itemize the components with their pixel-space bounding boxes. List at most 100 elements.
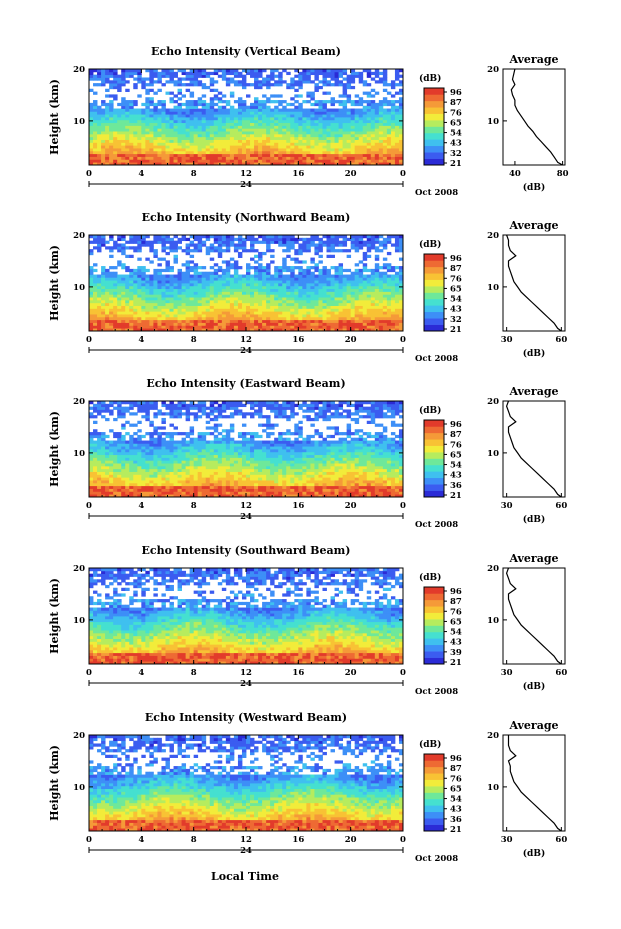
heatmap-cell — [189, 117, 195, 121]
heatmap-cell — [310, 145, 315, 149]
heatmap-cell — [298, 291, 303, 295]
heatmap-cell — [97, 406, 102, 410]
heatmap-cell — [241, 114, 247, 118]
heatmap-cell — [137, 128, 142, 132]
heatmap-cell — [294, 125, 299, 129]
heatmap-cell — [370, 308, 376, 312]
heatmap-cell — [398, 88, 404, 92]
heatmap-cell — [294, 88, 299, 92]
heatmap-cell — [137, 440, 142, 444]
heatmap-cell — [169, 277, 174, 281]
heatmap-cell — [125, 316, 130, 321]
heatmap-cell — [149, 243, 154, 247]
heatmap-cell — [201, 328, 207, 332]
heatmap-cell — [378, 328, 384, 332]
heatmap-cell — [282, 277, 287, 281]
heatmap-cell — [398, 83, 404, 87]
heatmap-cell — [209, 150, 215, 155]
heatmap-cell — [145, 471, 150, 475]
heatmap-cell — [137, 474, 142, 478]
heatmap-cell — [354, 142, 360, 146]
heatmap-cell — [262, 94, 267, 98]
heatmap-cell — [326, 302, 331, 306]
heatmap-cell — [213, 271, 219, 275]
heatmap-cell — [165, 288, 170, 292]
heatmap-cell — [262, 311, 267, 315]
heatmap-cell — [314, 302, 319, 306]
heatmap-cell — [173, 111, 178, 115]
heatmap-cell — [390, 148, 396, 152]
heatmap-cell — [338, 297, 344, 301]
heatmap-cell — [270, 142, 275, 146]
heatmap-cell — [161, 237, 166, 242]
heatmap-cell — [233, 305, 239, 309]
heatmap-cell — [314, 114, 319, 118]
heatmap-cell — [165, 122, 170, 126]
heatmap-cell — [169, 145, 174, 149]
heatmap-cell — [101, 159, 106, 163]
heatmap-cell — [109, 463, 114, 467]
heatmap-cell — [209, 243, 215, 247]
heatmap-cell — [306, 77, 311, 81]
heatmap-cell — [173, 108, 178, 112]
heatmap-cell — [133, 283, 138, 287]
heatmap-cell — [173, 83, 178, 87]
heatmap-cell — [262, 325, 267, 329]
heatmap-cell — [322, 308, 327, 312]
heatmap-cell — [282, 291, 287, 295]
heatmap-cell — [366, 237, 372, 242]
heatmap-cell — [362, 145, 368, 149]
heatmap-cell — [318, 288, 323, 292]
heatmap-cell — [169, 299, 174, 304]
heatmap-cell — [105, 299, 110, 304]
heatmap-cell — [189, 156, 195, 160]
heatmap-cell — [318, 246, 323, 250]
heatmap-cell — [105, 417, 110, 422]
heatmap-cell — [133, 100, 138, 104]
heatmap-cell — [233, 150, 239, 155]
heatmap-cell — [366, 148, 372, 152]
heatmap-cell — [282, 100, 287, 104]
heatmap-cell — [314, 249, 319, 253]
heatmap-cell — [229, 325, 235, 329]
heatmap-cell — [366, 91, 372, 95]
heatmap-cell — [290, 322, 295, 326]
heatmap-cell — [241, 328, 247, 332]
heatmap-cell — [258, 266, 263, 270]
heatmap-cell — [346, 139, 352, 143]
heatmap-cell — [149, 131, 154, 135]
heatmap-cell — [189, 280, 195, 284]
heatmap-cell — [254, 240, 259, 244]
heatmap-cell — [246, 316, 251, 321]
heatmap-cell — [366, 280, 372, 284]
heatmap-cell — [177, 108, 182, 112]
heatmap-cell — [169, 142, 174, 146]
heatmap-cell — [129, 488, 134, 492]
heatmap-cell — [161, 305, 166, 309]
heatmap-cell — [149, 406, 154, 410]
heatmap-cell — [294, 314, 299, 318]
heatmap-cell — [193, 69, 199, 73]
heatmap-cell — [390, 291, 396, 295]
heatmap-cell — [129, 100, 134, 104]
heatmap-cell — [165, 156, 170, 160]
heatmap-cell — [109, 291, 114, 295]
heatmap-cell — [318, 71, 323, 76]
heatmap-cell — [342, 235, 348, 239]
heatmap-cell — [350, 80, 356, 84]
heatmap-cell — [237, 74, 243, 78]
heatmap-cell — [366, 159, 372, 163]
heatmap-cell — [209, 325, 215, 329]
heatmap-cell — [117, 474, 122, 478]
heatmap-cell — [366, 319, 372, 323]
heatmap-cell — [370, 102, 376, 107]
heatmap-cell — [374, 69, 380, 73]
heatmap-cell — [149, 153, 154, 157]
heatmap-cell — [189, 316, 195, 321]
heatmap-cell — [266, 153, 271, 157]
heatmap-cell — [286, 136, 291, 140]
heatmap-cell — [358, 322, 364, 326]
heatmap-cell — [145, 243, 150, 247]
heatmap-cell — [93, 403, 98, 408]
